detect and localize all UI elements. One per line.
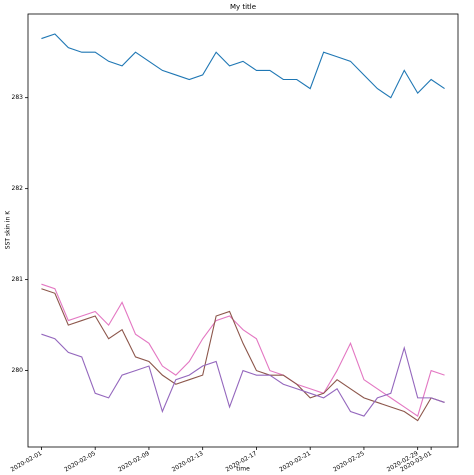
series-line xyxy=(41,333,445,417)
y-tick-label: 280 xyxy=(12,367,24,374)
x-axis-label: time xyxy=(236,466,250,473)
y-tick-label: 283 xyxy=(12,94,24,101)
series-line xyxy=(41,283,445,417)
chart-title: My title xyxy=(230,3,256,11)
y-tick-label: 281 xyxy=(12,276,24,283)
plot-frame xyxy=(27,13,459,448)
y-axis-label: SST skin in K xyxy=(5,210,12,250)
y-tick-label: 282 xyxy=(12,185,24,192)
series-line xyxy=(41,288,445,422)
series-line xyxy=(41,33,445,99)
